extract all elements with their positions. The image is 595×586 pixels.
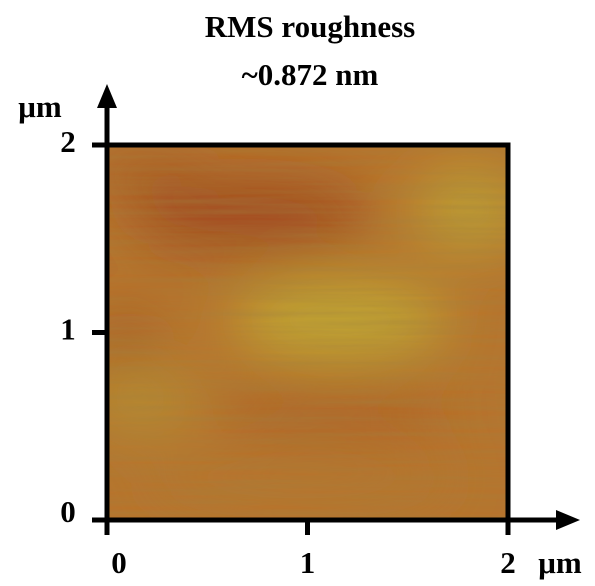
x-tick-label: 2 <box>500 545 516 580</box>
chart-subtitle: ~0.872 nm <box>242 57 379 92</box>
y-tick-label: 2 <box>60 124 76 159</box>
y-arrow <box>97 84 117 108</box>
chart-title: RMS roughness <box>205 9 415 44</box>
x-tick-label: 1 <box>300 545 316 580</box>
x-axis-label: μm <box>538 545 582 580</box>
afm-image <box>107 145 508 520</box>
y-tick-label: 0 <box>60 494 76 529</box>
x-arrow <box>556 510 580 530</box>
y-tick-label: 1 <box>60 312 76 347</box>
y-axis-label: μm <box>18 89 62 124</box>
x-tick-label: 0 <box>111 545 127 580</box>
